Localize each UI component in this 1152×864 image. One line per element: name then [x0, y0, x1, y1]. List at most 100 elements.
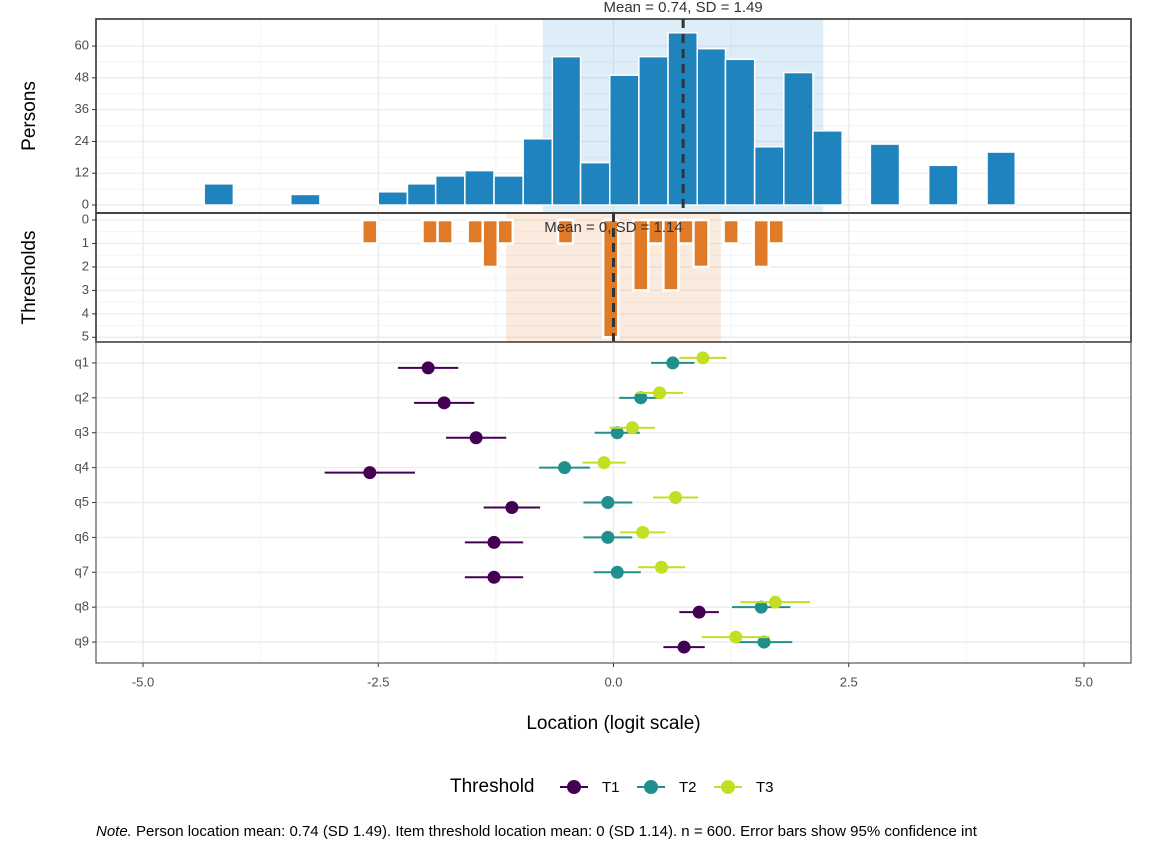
point: [696, 351, 710, 365]
histogram-bar: [464, 169, 495, 206]
point: [653, 386, 667, 400]
histogram-bar: [696, 47, 727, 206]
histogram-bar: [203, 183, 235, 206]
point: [669, 491, 683, 504]
histogram-bar: [692, 218, 710, 269]
histogram-bar: [377, 191, 409, 206]
annotation: Mean = 0, SD = 1.14: [544, 219, 682, 236]
y-tick-label: 60: [75, 37, 89, 52]
y-tick-label: 24: [75, 133, 89, 148]
y-tick-label: 0: [82, 196, 89, 211]
note-text: Person location mean: 0.74 (SD 1.49). It…: [136, 823, 978, 840]
panel-border: [95, 341, 1132, 664]
point: [558, 461, 572, 475]
histogram-bar: [986, 151, 1017, 206]
point: [469, 431, 483, 445]
histogram-bar: [290, 193, 321, 206]
legend-label: T2: [679, 779, 697, 796]
point: [692, 605, 706, 619]
y-tick-label: 1: [82, 235, 89, 250]
legend-title: Threshold: [450, 776, 535, 797]
x-tick-label: 2.5: [840, 674, 858, 689]
point: [757, 635, 771, 649]
legend-key-point: [567, 780, 581, 794]
point: [634, 391, 648, 405]
x-tick-label: -5.0: [132, 674, 154, 689]
histogram-bar: [722, 218, 740, 245]
category-label: q5: [75, 494, 89, 509]
y-tick-label: 48: [75, 69, 89, 84]
histogram-bar: [638, 55, 669, 206]
point: [597, 456, 611, 470]
histogram-bar: [724, 58, 756, 206]
x-tick-label: 5.0: [1075, 674, 1093, 689]
y-tick-label: 3: [82, 282, 89, 297]
histogram-bar: [579, 161, 611, 206]
histogram-bar: [361, 218, 379, 245]
legend-key-point: [721, 780, 735, 794]
histogram-bar: [927, 164, 959, 206]
point: [654, 560, 668, 574]
histogram-bar: [601, 218, 620, 339]
point: [666, 356, 680, 370]
y-tick-label: 5: [82, 329, 89, 344]
category-label: q8: [75, 599, 89, 614]
histogram-bar: [406, 183, 437, 206]
point: [754, 600, 768, 614]
category-label: q2: [75, 389, 89, 404]
point: [677, 640, 691, 654]
point: [487, 535, 501, 549]
legend-label: T3: [756, 779, 774, 796]
histogram-bar: [753, 145, 785, 206]
histogram-bar: [667, 32, 698, 206]
histogram-bar: [556, 218, 575, 245]
histogram-bar: [662, 218, 680, 292]
point: [601, 530, 615, 544]
histogram-bar: [767, 218, 786, 245]
histogram-bar: [522, 138, 554, 206]
category-label: q3: [75, 424, 89, 439]
histogram-bar: [608, 74, 640, 206]
point: [729, 630, 743, 644]
point: [610, 565, 624, 579]
y-tick-label: 0: [82, 211, 89, 226]
histogram-bar: [869, 143, 901, 206]
category-label: q6: [75, 529, 89, 544]
point: [437, 396, 451, 410]
legend-key-point: [644, 780, 658, 794]
category-label: q9: [75, 634, 89, 649]
category-label: q7: [75, 564, 89, 579]
histogram-bar: [421, 218, 439, 245]
y-tick-label: 4: [82, 305, 89, 320]
histogram-bar: [551, 55, 582, 206]
point: [363, 466, 377, 480]
note: Note. Person location mean: 0.74 (SD 1.4…: [96, 823, 978, 840]
histogram-bar: [783, 71, 814, 206]
point: [505, 501, 519, 514]
histogram-bar: [812, 130, 843, 206]
category-label: q4: [75, 459, 89, 474]
y-tick-label: 2: [82, 258, 89, 273]
histogram-bar: [481, 218, 500, 269]
y-tick-label: 36: [75, 101, 89, 116]
point: [601, 496, 615, 509]
histogram-bar: [496, 218, 515, 245]
histogram-bar: [493, 175, 524, 206]
x-tick-label: 0.0: [604, 674, 622, 689]
point: [768, 595, 782, 609]
x-axis-title: Location (logit scale): [526, 713, 700, 734]
y-axis-title: Thresholds: [19, 231, 40, 325]
histogram-bar: [436, 218, 454, 245]
histogram-bar: [632, 218, 650, 292]
y-axis-title: Persons: [19, 81, 40, 151]
point: [487, 570, 501, 584]
category-label: q1: [75, 354, 89, 369]
x-tick-label: -2.5: [367, 674, 389, 689]
point: [610, 426, 624, 440]
histogram-bar: [466, 218, 484, 245]
note-label: Note.: [96, 823, 132, 840]
point: [421, 361, 435, 375]
point: [636, 525, 650, 539]
legend-label: T1: [602, 779, 620, 796]
